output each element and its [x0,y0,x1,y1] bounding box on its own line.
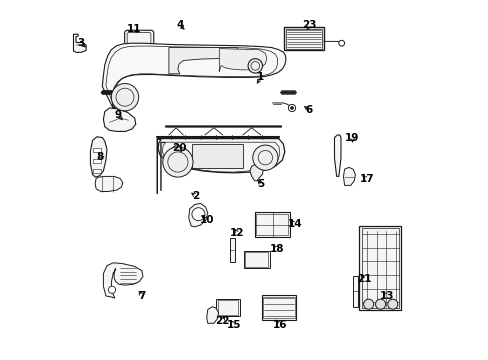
Bar [230,238,235,262]
Text: 8: 8 [97,152,104,162]
Polygon shape [90,137,107,177]
Text: 15: 15 [226,320,241,330]
Polygon shape [95,176,122,192]
Polygon shape [343,167,355,185]
Polygon shape [103,108,136,131]
Bar [285,29,321,49]
Text: 9: 9 [114,110,121,120]
Bar [244,251,269,268]
Bar [256,214,288,235]
Text: 16: 16 [273,320,287,330]
Circle shape [108,286,115,293]
Circle shape [387,299,397,309]
Circle shape [338,40,344,46]
Polygon shape [102,43,285,125]
Polygon shape [168,48,237,74]
Bar [218,300,238,315]
Polygon shape [206,307,218,323]
FancyBboxPatch shape [124,30,153,47]
Polygon shape [103,263,142,298]
Bar [261,295,295,320]
Bar [254,212,289,237]
Bar [358,226,401,310]
Text: 1: 1 [257,72,264,82]
Text: 7: 7 [138,291,145,301]
Polygon shape [188,203,207,227]
Text: 5: 5 [257,179,264,189]
Bar [93,148,101,152]
Polygon shape [219,49,266,72]
Text: 14: 14 [287,219,302,229]
Circle shape [288,104,295,112]
Text: 11: 11 [126,24,141,34]
Bar [216,299,239,316]
Polygon shape [73,34,86,53]
Bar [244,252,268,267]
Text: 10: 10 [199,215,214,225]
Circle shape [375,299,385,309]
Circle shape [247,59,262,73]
Text: 23: 23 [302,20,316,30]
Text: 19: 19 [345,132,359,143]
Circle shape [163,147,193,177]
Text: 21: 21 [356,274,370,284]
Bar [93,169,101,173]
Text: 13: 13 [379,291,393,301]
Bar [284,27,323,50]
Text: 22: 22 [215,316,229,326]
Polygon shape [334,135,340,176]
Text: 20: 20 [171,143,186,153]
Polygon shape [157,139,284,194]
Bar [93,159,101,163]
Text: 2: 2 [192,191,199,201]
Bar [192,144,242,168]
Circle shape [290,107,293,109]
Polygon shape [170,145,182,164]
Text: 3: 3 [78,38,85,48]
Circle shape [363,299,373,309]
Circle shape [252,145,277,170]
Bar [263,297,294,318]
Text: 6: 6 [305,105,312,115]
Polygon shape [249,164,263,181]
Text: 4: 4 [176,20,183,30]
Text: 17: 17 [359,174,373,184]
Circle shape [111,84,139,111]
Text: 12: 12 [229,228,244,238]
Text: 18: 18 [269,244,284,254]
Bar [361,228,398,308]
Circle shape [192,208,204,221]
Bar [352,276,358,307]
